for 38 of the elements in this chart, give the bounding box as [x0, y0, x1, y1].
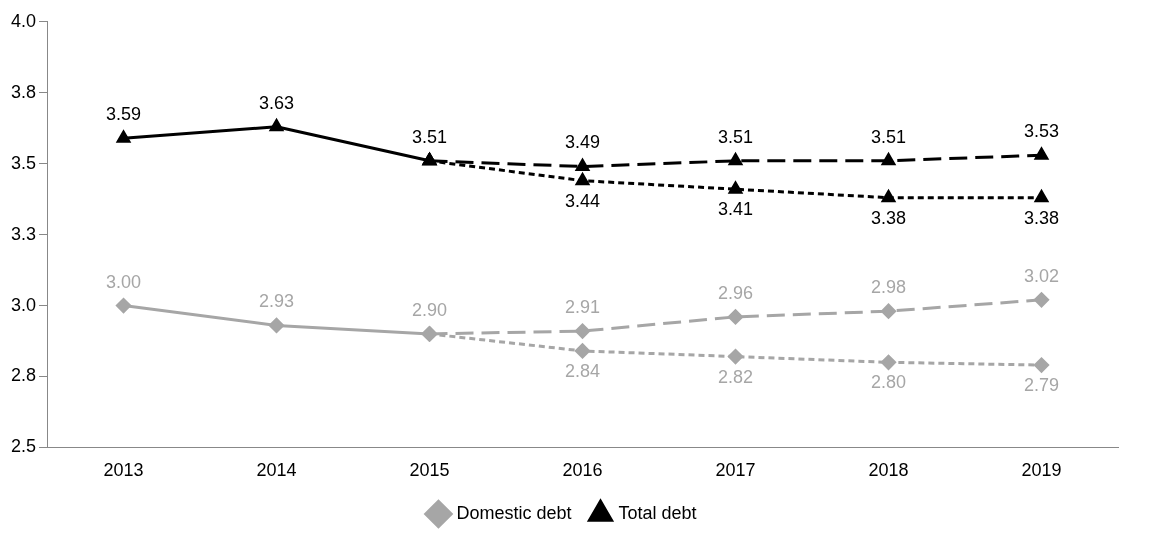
data-label: 3.59: [106, 104, 142, 125]
data-label: 3.41: [717, 199, 754, 220]
y-tick-label: 2.5: [10, 436, 37, 457]
data-label: 3.63: [258, 92, 295, 113]
y-tick-label: 3.0: [10, 294, 37, 315]
x-tick-label: 2019: [1021, 460, 1062, 481]
data-label: 3.44: [564, 190, 601, 211]
legend-label: Total debt: [618, 502, 697, 523]
x-tick-label: 2015: [409, 460, 450, 481]
y-tick-label: 3.5: [10, 152, 37, 173]
x-tick-label: 2014: [256, 460, 297, 481]
data-label: 2.79: [1023, 375, 1060, 396]
data-label: 2.96: [717, 282, 754, 303]
data-label: 2.98: [870, 277, 907, 298]
x-tick-label: 2016: [562, 460, 603, 481]
data-label: 2.82: [717, 366, 754, 387]
data-label: 3.38: [1023, 207, 1060, 228]
legend-label: Domestic debt: [456, 502, 572, 523]
y-tick-label: 2.8: [10, 365, 37, 386]
x-tick-label: 2013: [103, 460, 144, 481]
data-label: 3.51: [870, 126, 907, 147]
data-label: 2.91: [564, 297, 601, 318]
y-tick-label: 3.3: [10, 223, 37, 244]
data-label: 3.00: [106, 271, 142, 292]
y-tick-label: 4.0: [10, 10, 37, 31]
data-label: 3.38: [870, 207, 907, 228]
data-label: 2.84: [564, 360, 601, 381]
data-label: 3.49: [564, 132, 601, 153]
x-tick-label: 2017: [715, 460, 756, 481]
data-label: 3.53: [1023, 121, 1060, 142]
data-label: 3.51: [717, 126, 754, 147]
y-tick-label: 3.8: [10, 81, 37, 102]
data-label: 2.90: [411, 299, 448, 320]
data-label: 3.02: [1023, 265, 1060, 286]
data-label: 2.93: [258, 291, 295, 312]
data-label: 2.80: [870, 372, 907, 393]
data-label: 3.51: [411, 126, 448, 147]
x-tick-label: 2018: [868, 460, 909, 481]
